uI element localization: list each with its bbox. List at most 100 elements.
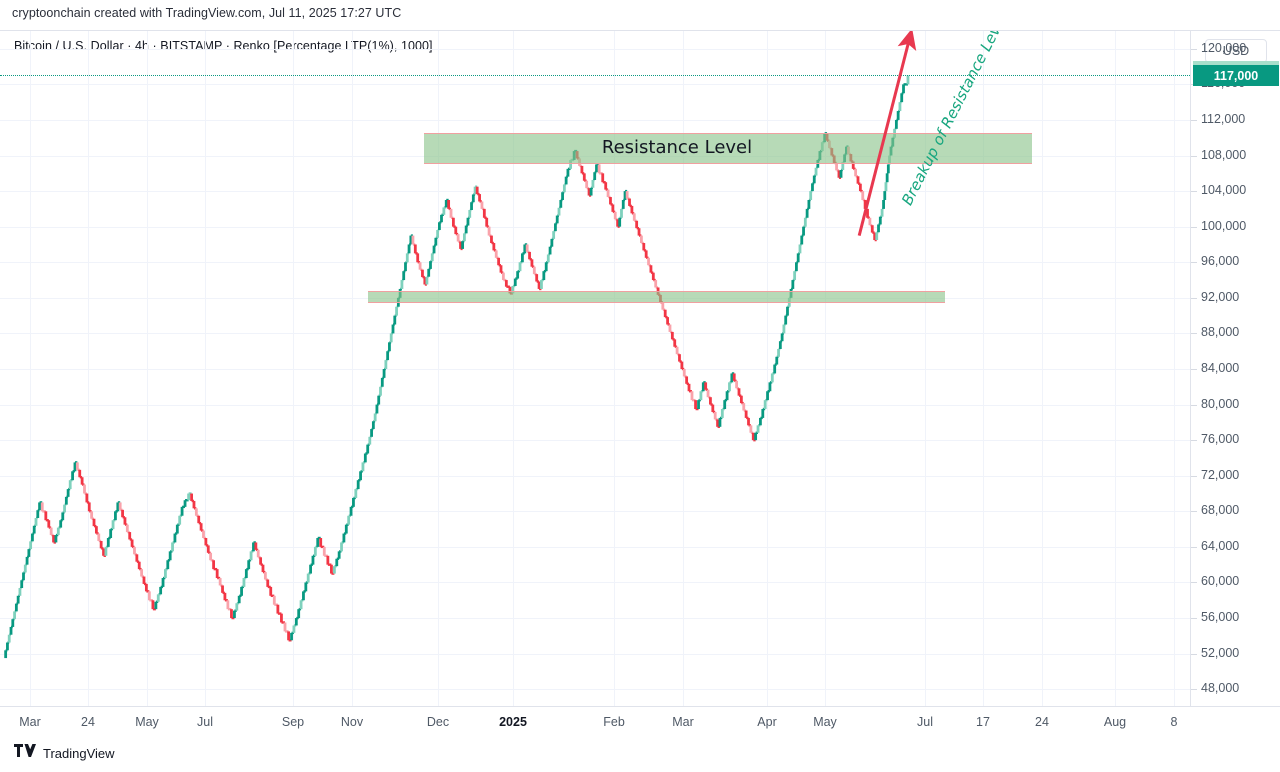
grid-hline (0, 582, 1190, 583)
price-axis[interactable]: USD 120,000116,000112,000108,000104,0001… (1190, 31, 1280, 737)
grid-vline (614, 31, 615, 707)
price-tick-dash (1191, 511, 1197, 512)
grid-vline (1042, 31, 1043, 707)
grid-vline (352, 31, 353, 707)
price-tick-label: 80,000 (1201, 397, 1240, 411)
grid-vline (205, 31, 206, 707)
grid-hline (0, 49, 1190, 50)
price-tick-label: 76,000 (1201, 432, 1240, 446)
grid-hline (0, 689, 1190, 690)
grid-hline (0, 547, 1190, 548)
grid-hline (0, 440, 1190, 441)
price-tick-dash (1191, 156, 1197, 157)
price-tick-dash (1191, 369, 1197, 370)
time-tick-label: May (135, 715, 159, 729)
price-tick-dash (1191, 49, 1197, 50)
grid-vline (825, 31, 826, 707)
grid-hline (0, 120, 1190, 121)
grid-hline (0, 511, 1190, 512)
price-tick-label: 100,000 (1201, 219, 1247, 233)
price-tick-dash (1191, 582, 1197, 583)
price-tick-dash (1191, 405, 1197, 406)
grid-vline (767, 31, 768, 707)
price-tick-label: 104,000 (1201, 183, 1247, 197)
price-tick-label: 120,000 (1201, 41, 1247, 55)
price-tick-label: 60,000 (1201, 574, 1240, 588)
grid-vline (147, 31, 148, 707)
time-tick-label: Nov (340, 715, 364, 729)
time-tick-label: 17 (976, 715, 990, 729)
price-tick-dash (1191, 333, 1197, 334)
time-tick-label: Jul (917, 715, 933, 729)
time-tick-label: Jul (197, 715, 213, 729)
chart-frame: Bitcoin / U.S. Dollar · 4h · BITSTAMP · … (0, 30, 1280, 737)
resistance-zone-label: Resistance Level (601, 137, 753, 158)
grid-hline (0, 654, 1190, 655)
price-tick-label: 112,000 (1201, 112, 1246, 126)
price-tick-label: 68,000 (1201, 503, 1240, 517)
tradingview-brand-text: TradingView (43, 745, 115, 761)
grid-vline (1115, 31, 1116, 707)
chart-footer: TradingView (0, 736, 1280, 772)
tradingview-mark-icon (14, 744, 36, 762)
tradingview-logo[interactable]: TradingView (14, 744, 115, 762)
grid-hline (0, 405, 1190, 406)
time-tick-label: Feb (603, 715, 625, 729)
grid-hline (0, 262, 1190, 263)
time-tick-label: Sep (281, 715, 305, 729)
grid-vline (983, 31, 984, 707)
price-tick-label: 64,000 (1201, 539, 1240, 553)
grid-vline (1174, 31, 1175, 707)
annotation-layer: Resistance Level Breakup of Resistance L… (0, 31, 1190, 707)
grid-hline (0, 333, 1190, 334)
grid-hline (0, 369, 1190, 370)
price-tick-dash (1191, 227, 1197, 228)
breakup-arrow (857, 31, 917, 236)
price-tick-label: 88,000 (1201, 325, 1240, 339)
price-tick-label: 56,000 (1201, 610, 1240, 624)
price-tick-label: 84,000 (1201, 361, 1240, 375)
price-tick-label: 52,000 (1201, 646, 1240, 660)
time-tick-label: Apr (757, 715, 777, 729)
grid-vline (925, 31, 926, 707)
attribution-text: cryptoonchain created with TradingView.c… (12, 6, 402, 20)
chart-plot-area[interactable]: Resistance Level Breakup of Resistance L… (0, 31, 1190, 707)
price-tick-dash (1191, 440, 1197, 441)
grid-vline (438, 31, 439, 707)
time-tick-label: Aug (1103, 715, 1127, 729)
price-tick-label: 92,000 (1201, 290, 1240, 304)
time-tick-label: May (813, 715, 837, 729)
time-tick-label: 24 (1035, 715, 1049, 729)
time-tick-label: 24 (81, 715, 95, 729)
price-tick-dash (1191, 191, 1197, 192)
price-tick-label: 108,000 (1201, 148, 1247, 162)
time-axis[interactable]: Mar 24 May Jul Sep Nov Dec 2025 Feb Mar Apr May Jul 1… (0, 706, 1280, 737)
support-zone[interactable] (368, 291, 945, 303)
price-tick-dash (1191, 547, 1197, 548)
grid-vline (293, 31, 294, 707)
grid-vline (513, 31, 514, 707)
grid-hline (0, 191, 1190, 192)
time-tick-label: Dec (426, 715, 450, 729)
grid-hline (0, 84, 1190, 85)
price-tick-dash (1191, 689, 1197, 690)
time-tick-label: Mar (672, 715, 694, 729)
time-tick-label: 8 (1170, 715, 1178, 729)
time-tick-label: Mar (19, 715, 41, 729)
resistance-zone[interactable] (424, 133, 1032, 164)
price-tick-dash (1191, 120, 1197, 121)
grid-hline (0, 227, 1190, 228)
price-tick-label: 72,000 (1201, 468, 1240, 482)
price-tick-dash (1191, 298, 1197, 299)
price-tick-dash (1191, 654, 1197, 655)
grid-hline (0, 476, 1190, 477)
grid-vline (88, 31, 89, 707)
current-price-line (0, 75, 1190, 76)
price-tick-label: 96,000 (1201, 254, 1240, 268)
last-price-badge[interactable]: 117,000 (1193, 65, 1279, 86)
price-tick-dash (1191, 618, 1197, 619)
grid-vline (30, 31, 31, 707)
price-tick-label: 48,000 (1201, 681, 1240, 695)
price-tick-dash (1191, 262, 1197, 263)
